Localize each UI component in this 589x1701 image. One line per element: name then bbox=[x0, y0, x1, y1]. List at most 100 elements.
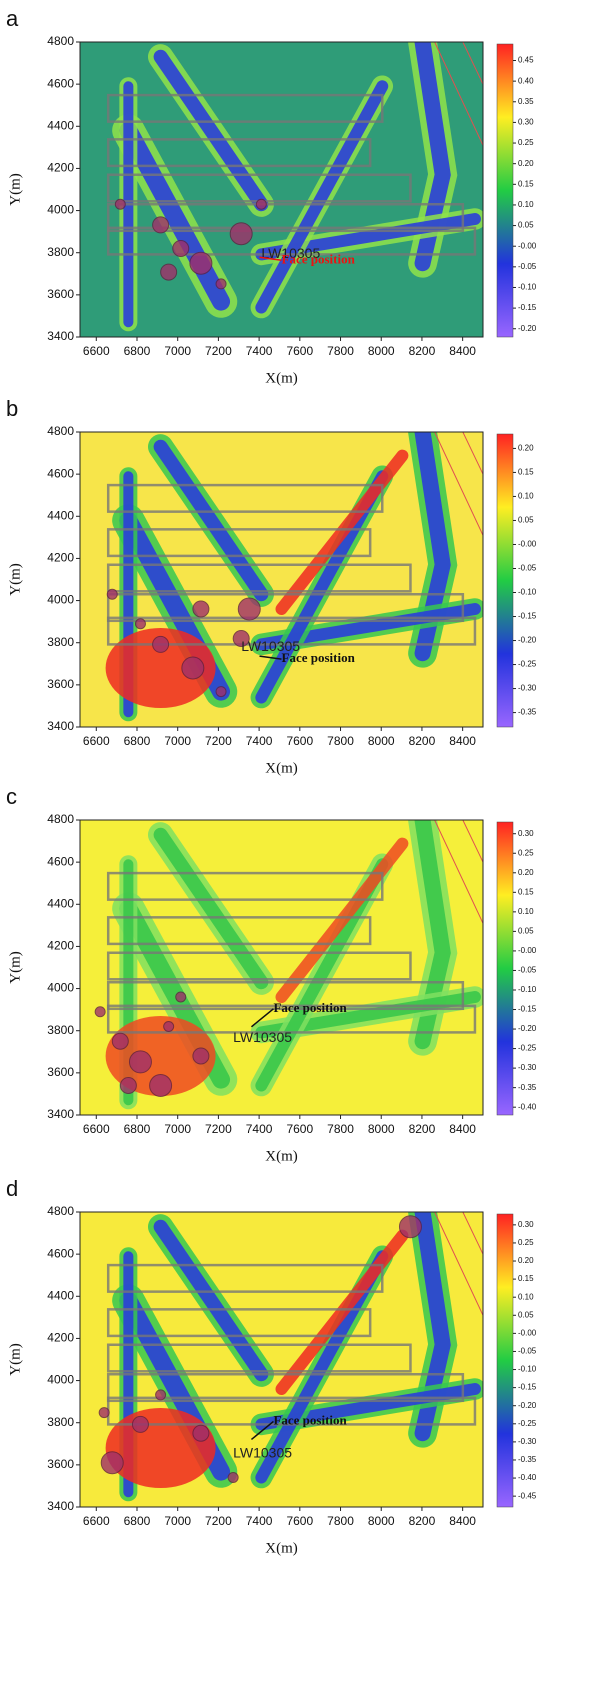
colorbar-tick-label: -0.00 bbox=[518, 1328, 537, 1337]
field-hot bbox=[105, 1016, 216, 1096]
field-band bbox=[153, 827, 269, 990]
fault-line bbox=[462, 820, 483, 864]
y-tick-label: 4400 bbox=[47, 896, 74, 910]
colorbar-tick-label: -0.00 bbox=[518, 946, 537, 955]
annotation-arrow bbox=[259, 256, 282, 262]
x-tick-label: 7000 bbox=[164, 1514, 191, 1528]
event-dot bbox=[128, 1050, 152, 1074]
fault-line bbox=[434, 1212, 483, 1316]
colorbar-tick-label: -0.00 bbox=[518, 540, 537, 549]
longwall-outline bbox=[106, 563, 412, 593]
colorbar-tick-label: 0.20 bbox=[518, 868, 534, 877]
heatmap-panel bbox=[79, 819, 484, 1116]
x-tick-label: 8200 bbox=[409, 344, 436, 358]
x-tick-label: 7400 bbox=[246, 1514, 273, 1528]
fault-line bbox=[462, 432, 483, 476]
y-tick-label: 4800 bbox=[47, 1204, 74, 1218]
x-tick-label: 7000 bbox=[164, 1122, 191, 1136]
x-tick-label: 6600 bbox=[83, 344, 110, 358]
event-dot bbox=[192, 1424, 210, 1442]
x-tick-label: 7200 bbox=[205, 734, 232, 748]
event-dot bbox=[192, 600, 210, 618]
event-dot bbox=[100, 1451, 124, 1475]
y-tick-label: 3800 bbox=[47, 635, 74, 649]
x-tick-label: 7400 bbox=[246, 344, 273, 358]
colorbar-tick-label: -0.00 bbox=[518, 241, 537, 250]
colorbar bbox=[496, 433, 514, 728]
x-tick-label: 7000 bbox=[164, 344, 191, 358]
colorbar-tick-label: 0.20 bbox=[518, 444, 534, 453]
event-dot bbox=[215, 686, 227, 698]
x-tick-label: 7800 bbox=[327, 1514, 354, 1528]
event-dot bbox=[160, 263, 178, 281]
colorbar-tick-label: -0.05 bbox=[518, 262, 537, 271]
y-axis-label: Y(m) bbox=[7, 173, 23, 206]
label-longwall: LW10305 bbox=[261, 245, 320, 261]
x-axis-label: X(m) bbox=[265, 1540, 298, 1556]
event-dot bbox=[119, 1077, 137, 1094]
longwall-outline bbox=[106, 951, 412, 981]
heatmap-field bbox=[94, 820, 483, 1110]
heatmap-field bbox=[106, 42, 483, 332]
event-dot bbox=[175, 991, 187, 1003]
event-dot bbox=[152, 216, 170, 234]
y-tick-label: 4000 bbox=[47, 203, 74, 217]
y-tick-label: 3800 bbox=[47, 1023, 74, 1037]
colorbar-tick-label: -0.35 bbox=[518, 1455, 537, 1464]
x-tick-label: 8000 bbox=[368, 734, 395, 748]
longwall-outline bbox=[106, 1263, 384, 1293]
event-dot bbox=[163, 1021, 175, 1032]
x-tick-label: 7600 bbox=[286, 344, 313, 358]
colorbar-tick-label: -0.30 bbox=[518, 684, 537, 693]
heatmap-panel bbox=[79, 431, 484, 728]
colorbar-tick-label: -0.15 bbox=[518, 612, 537, 621]
y-axis-label: Y(m) bbox=[7, 563, 23, 596]
y-tick-label: 3400 bbox=[47, 329, 74, 343]
colorbar-tick-label: -0.05 bbox=[518, 1347, 537, 1356]
x-tick-label: 7400 bbox=[246, 1122, 273, 1136]
y-tick-label: 4600 bbox=[47, 1246, 74, 1260]
y-tick-label: 4600 bbox=[47, 854, 74, 868]
longwall-outline bbox=[106, 1004, 477, 1034]
event-dot bbox=[215, 278, 227, 290]
event-dot bbox=[131, 1415, 149, 1433]
event-dot bbox=[134, 618, 146, 630]
x-tick-label: 8000 bbox=[368, 344, 395, 358]
colorbar bbox=[496, 821, 514, 1116]
event-dot bbox=[227, 1472, 239, 1483]
colorbar-tick-label: -0.45 bbox=[518, 1491, 537, 1500]
heatmap-field bbox=[98, 1212, 483, 1502]
colorbar-tick-label: 0.20 bbox=[518, 1256, 534, 1265]
colorbar-tick-label: 0.25 bbox=[518, 138, 534, 147]
x-tick-label: 6600 bbox=[83, 1122, 110, 1136]
event-dot bbox=[181, 656, 205, 680]
colorbar-tick-label: -0.20 bbox=[518, 1401, 537, 1410]
x-tick-label: 6800 bbox=[124, 1514, 151, 1528]
longwall-outline bbox=[106, 871, 384, 901]
colorbar-tick-label: 0.10 bbox=[518, 492, 534, 501]
longwall-outline bbox=[106, 528, 372, 558]
y-tick-label: 4400 bbox=[47, 118, 74, 132]
x-axis-label: X(m) bbox=[265, 1148, 298, 1164]
x-tick-label: 7200 bbox=[205, 1514, 232, 1528]
x-axis-label: X(m) bbox=[265, 370, 298, 386]
y-tick-label: 3800 bbox=[47, 245, 74, 259]
y-tick-label: 3400 bbox=[47, 1107, 74, 1121]
colorbar-tick-label: -0.40 bbox=[518, 1102, 537, 1111]
fault-line bbox=[434, 820, 483, 924]
event-dot bbox=[189, 251, 213, 275]
colorbar-tick-label: -0.15 bbox=[518, 303, 537, 312]
colorbar-tick-label: -0.35 bbox=[518, 708, 537, 717]
field-hot bbox=[105, 1408, 216, 1488]
x-tick-label: 7200 bbox=[205, 1122, 232, 1136]
colorbar-tick-label: -0.25 bbox=[518, 1044, 537, 1053]
annotation-arrow bbox=[250, 1008, 274, 1028]
annotation-arrow bbox=[259, 655, 282, 660]
y-tick-label: 4200 bbox=[47, 1331, 74, 1345]
event-dot bbox=[152, 635, 170, 653]
colorbar-tick-label: 0.15 bbox=[518, 468, 534, 477]
event-dot bbox=[237, 597, 261, 621]
fault-line bbox=[434, 42, 483, 146]
longwall-outline bbox=[106, 1373, 465, 1403]
